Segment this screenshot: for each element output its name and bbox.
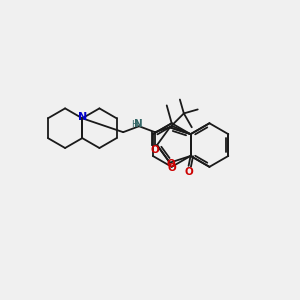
Text: O: O bbox=[151, 145, 159, 155]
Text: N: N bbox=[78, 112, 87, 122]
Text: H: H bbox=[131, 120, 137, 129]
Text: N: N bbox=[134, 119, 142, 129]
Text: O: O bbox=[184, 167, 193, 177]
Text: O: O bbox=[167, 163, 176, 173]
Text: O: O bbox=[167, 159, 175, 169]
